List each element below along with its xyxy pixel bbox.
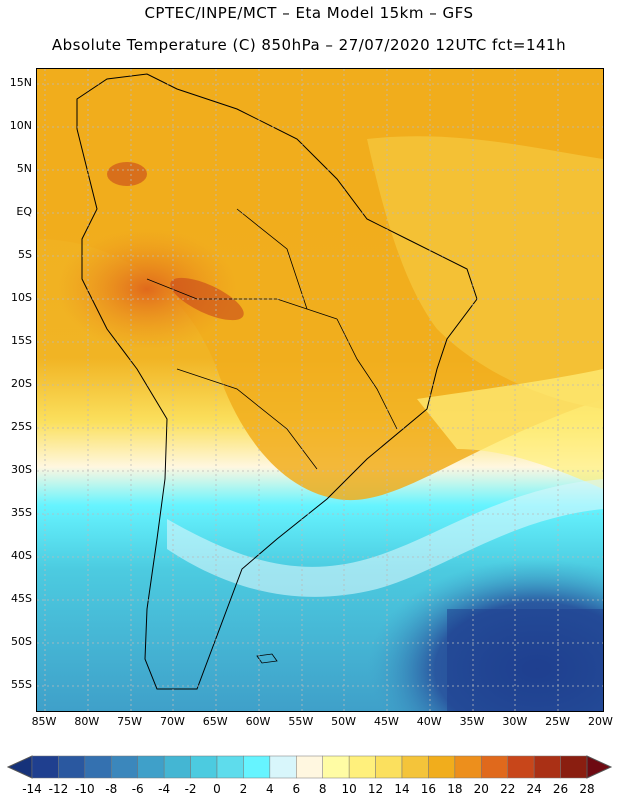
colorbar-swatch <box>269 755 297 779</box>
lat-tick-label: 10N <box>9 119 32 132</box>
lon-tick-label: 65W <box>202 715 228 728</box>
colorbar-swatch <box>428 755 456 779</box>
colorbar-under-arrow <box>6 755 33 779</box>
colorbar-tick-label: 2 <box>239 782 248 796</box>
colorbar-tick-label: -10 <box>75 782 95 796</box>
colorbar-swatch <box>31 755 59 779</box>
lat-tick-label: 5N <box>16 162 32 175</box>
south-america-outline <box>76 73 478 690</box>
lon-tick-label: 80W <box>74 715 100 728</box>
lat-tick-label: 55S <box>11 678 32 691</box>
colorbar-tick-label: 24 <box>526 782 542 796</box>
temperature-colorbar <box>6 755 613 779</box>
pale-band-east <box>417 369 603 489</box>
colorbar-tick-label: 26 <box>552 782 569 796</box>
lat-tick-label: 50S <box>11 635 32 648</box>
colorbar-tick-label: 16 <box>420 782 437 796</box>
lon-tick-label: 25W <box>545 715 571 728</box>
colorbar-swatch <box>322 755 350 779</box>
colorbar-swatch <box>401 755 429 779</box>
lon-tick-label: 70W <box>159 715 185 728</box>
map-title-line1: CPTEC/INPE/MCT – Eta Model 15km – GFS <box>144 4 474 22</box>
cyan-coastal-band <box>167 479 603 597</box>
hot-spot-colombia <box>107 162 147 186</box>
lat-tick-label: 5S <box>18 248 32 261</box>
colorbar-tick-label: 14 <box>394 782 410 796</box>
colorbar-swatch <box>58 755 86 779</box>
colorbar-swatch <box>163 755 191 779</box>
colorbar-swatch <box>375 755 403 779</box>
lat-tick-label: 15N <box>9 76 32 89</box>
colorbar-tick-label: -6 <box>131 782 144 796</box>
colorbar-over-arrow <box>586 755 613 779</box>
colorbar-tick-label: 22 <box>500 782 516 796</box>
colorbar-swatch <box>533 755 561 779</box>
colorbar-swatch <box>348 755 376 779</box>
lat-tick-label: 30S <box>11 463 32 476</box>
lon-tick-label: 45W <box>373 715 399 728</box>
lon-tick-label: 75W <box>117 715 143 728</box>
lat-tick-label: 15S <box>11 334 32 347</box>
colorbar-tick-label: -2 <box>184 782 197 796</box>
colorbar-tick-label: 28 <box>579 782 595 796</box>
colorbar-swatch <box>243 755 271 779</box>
lon-tick-label: 30W <box>502 715 528 728</box>
colorbar-tick-label: 18 <box>447 782 463 796</box>
lon-tick-label: 55W <box>288 715 314 728</box>
colorbar-tick-label: 8 <box>318 782 327 796</box>
lon-tick-label: 85W <box>31 715 57 728</box>
lat-tick-label: 40S <box>11 549 32 562</box>
colorbar-swatch <box>190 755 218 779</box>
colorbar-swatch <box>507 755 535 779</box>
colorbar-tick-label: -12 <box>48 782 69 796</box>
colorbar-tick-label: 4 <box>266 782 274 796</box>
lon-tick-label: 60W <box>245 715 271 728</box>
cold-core <box>447 609 603 711</box>
lat-tick-label: 45S <box>11 592 32 605</box>
lat-tick-label: 35S <box>11 506 32 519</box>
lon-tick-label: 40W <box>416 715 442 728</box>
colorbar-tick-label: 20 <box>473 782 489 796</box>
colorbar-tick-label: -8 <box>105 782 118 796</box>
colorbar-tick-label: 6 <box>292 782 301 796</box>
map-title-line2: Absolute Temperature (C) 850hPa – 27/07/… <box>51 36 567 54</box>
lon-tick-label: 20W <box>587 715 613 728</box>
temperature-map <box>36 68 604 712</box>
lat-tick-label: 20S <box>11 377 32 390</box>
colorbar-swatch <box>560 755 588 779</box>
graticule <box>37 69 603 711</box>
colorbar-swatch <box>137 755 165 779</box>
temperature-field <box>37 69 603 711</box>
colorbar-tick-label: 10 <box>341 782 357 796</box>
yellow-band-ne <box>367 136 603 409</box>
lat-tick-label: EQ <box>16 205 32 218</box>
colorbar-swatch <box>454 755 482 779</box>
colorbar-tick-label: -14 <box>22 782 42 796</box>
colorbar-tick-label: 12 <box>367 782 384 796</box>
colorbar-swatch <box>216 755 244 779</box>
lon-tick-label: 35W <box>459 715 485 728</box>
lat-tick-label: 10S <box>11 291 32 304</box>
colorbar-swatch <box>84 755 112 779</box>
lat-tick-label: 25S <box>11 420 32 433</box>
colorbar-swatch <box>111 755 138 779</box>
colorbar-swatch <box>296 755 323 779</box>
colorbar-tick-label: 0 <box>213 782 221 796</box>
border-line <box>236 208 308 310</box>
colorbar-swatch <box>481 755 508 779</box>
lon-tick-label: 50W <box>331 715 357 728</box>
colorbar-tick-label: -4 <box>158 782 171 796</box>
falklands-outline <box>256 653 278 664</box>
